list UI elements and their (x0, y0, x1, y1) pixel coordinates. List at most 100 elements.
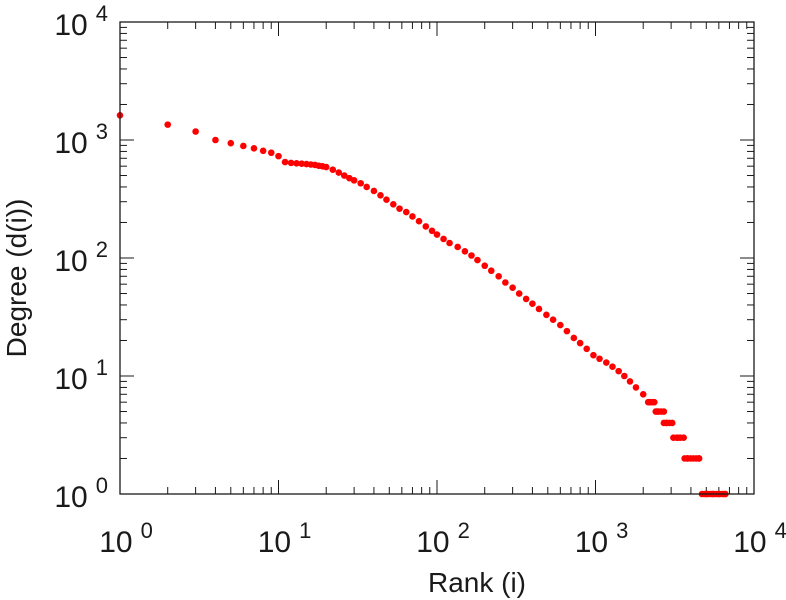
y-tick-labels: 10 0 10 1 10 2 10 3 10 4 (54, 1, 108, 514)
data-point (603, 359, 610, 366)
x-tick-exponent: 0 (141, 518, 153, 543)
data-point (529, 300, 536, 307)
y-tick-exponent: 2 (96, 237, 108, 262)
data-point (563, 327, 571, 335)
data-points (116, 111, 729, 498)
data-point (668, 419, 676, 427)
data-point (298, 160, 305, 167)
data-point (695, 455, 703, 462)
data-point (543, 311, 550, 319)
data-point (522, 295, 530, 303)
data-point (576, 339, 584, 347)
y-tick-base: 10 (54, 127, 87, 160)
y-axis-title: Degree (d(i)) (1, 199, 32, 358)
y-tick-exponent: 3 (96, 119, 108, 144)
x-tick-label: 10 4 (733, 518, 786, 559)
x-tick-exponent: 2 (458, 518, 470, 543)
data-point (535, 305, 543, 313)
data-point (240, 142, 247, 150)
data-point (461, 247, 469, 255)
data-point (389, 201, 397, 208)
data-point (363, 183, 370, 191)
data-point (212, 136, 219, 144)
data-point (409, 213, 416, 220)
data-point (495, 272, 502, 280)
data-point (422, 223, 430, 230)
data-point (570, 334, 578, 342)
data-point (468, 252, 475, 259)
data-point (287, 159, 295, 167)
data-point (660, 408, 668, 415)
data-point (340, 172, 348, 179)
data-point (583, 345, 591, 353)
y-tick-label: 10 1 (54, 355, 108, 396)
data-point (275, 152, 282, 160)
x-tick-label: 10 3 (575, 518, 629, 559)
data-point (626, 378, 634, 385)
x-tick-labels: 10 0 10 1 10 2 10 3 10 4 (99, 518, 786, 559)
data-point (383, 196, 390, 203)
data-point (557, 321, 564, 329)
x-tick-label: 10 1 (258, 518, 312, 559)
data-point (164, 121, 172, 128)
data-point (433, 231, 441, 238)
data-point (377, 191, 384, 199)
data-point (596, 355, 603, 363)
y-tick-exponent: 4 (96, 1, 108, 26)
data-point (250, 145, 258, 152)
data-point (651, 398, 658, 406)
y-tick-base: 10 (54, 245, 87, 278)
data-point (293, 159, 300, 167)
data-point (487, 267, 495, 275)
x-tick-base: 10 (99, 526, 132, 559)
data-point (259, 147, 267, 155)
data-point (609, 363, 616, 370)
data-point (357, 179, 364, 187)
data-point (415, 217, 423, 225)
y-tick-base: 10 (54, 363, 87, 396)
data-point (322, 163, 330, 171)
y-tick-exponent: 1 (96, 355, 108, 380)
data-point (329, 166, 337, 174)
y-tick-label: 10 3 (54, 119, 108, 160)
data-point (632, 384, 640, 391)
data-point (350, 177, 358, 184)
data-point (370, 187, 378, 195)
data-point (549, 316, 557, 323)
data-point (446, 239, 453, 247)
y-tick-base: 10 (54, 481, 87, 514)
data-point (281, 158, 289, 166)
data-point (481, 262, 489, 270)
data-point (267, 149, 275, 157)
y-tick-exponent: 0 (96, 473, 108, 498)
data-point (454, 243, 461, 251)
data-point (621, 372, 628, 380)
data-point (515, 290, 523, 297)
x-tick-exponent: 4 (775, 518, 786, 543)
x-tick-base: 10 (416, 526, 449, 559)
data-point (502, 279, 509, 286)
data-point (192, 128, 199, 135)
x-axis-title: Rank (i) (428, 567, 526, 598)
data-point (396, 205, 403, 212)
data-point (615, 367, 622, 375)
x-tick-exponent: 1 (299, 518, 311, 543)
y-tick-label: 10 0 (54, 473, 108, 514)
data-point (509, 284, 516, 292)
x-tick-base: 10 (575, 526, 608, 559)
x-tick-base: 10 (258, 526, 291, 559)
data-point (428, 227, 436, 235)
y-tick-label: 10 4 (54, 1, 108, 42)
data-point (590, 351, 597, 359)
data-point (680, 434, 687, 441)
data-point (335, 169, 343, 176)
ticks-layer (119, 21, 755, 495)
data-point (227, 139, 235, 147)
y-tick-label: 10 2 (54, 237, 108, 278)
x-tick-label: 10 0 (99, 518, 153, 559)
x-tick-base: 10 (733, 526, 766, 559)
y-tick-base: 10 (54, 9, 87, 42)
data-point (440, 235, 447, 243)
data-point (474, 256, 481, 264)
data-point (402, 208, 410, 216)
